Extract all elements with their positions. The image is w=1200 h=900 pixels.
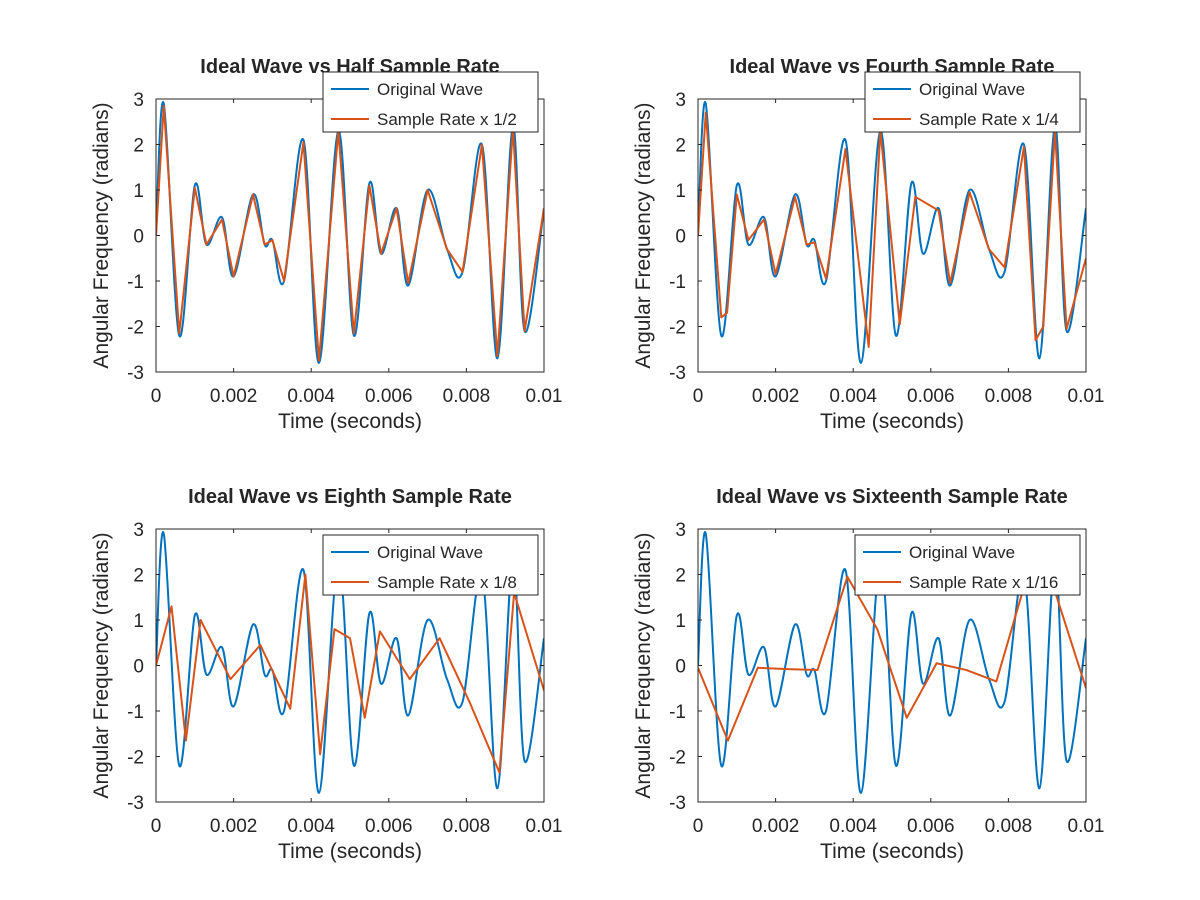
x-tick-label: 0.01: [526, 386, 563, 407]
y-tick-label: 0: [133, 657, 144, 678]
x-tick-label: 0.006: [907, 386, 955, 407]
chart-title: Ideal Wave vs Eighth Sample Rate: [188, 486, 512, 508]
x-axis-label: Time (seconds): [278, 410, 422, 433]
x-tick-label: 0.006: [365, 816, 413, 837]
legend-label-sample-rate: Sample Rate x 1/16: [909, 573, 1058, 592]
x-tick-label: 0: [151, 816, 162, 837]
y-tick-label: 1: [133, 611, 144, 632]
y-tick-label: -2: [669, 318, 686, 339]
y-tick-label: 2: [133, 136, 144, 157]
series-line-sample-rate: [156, 573, 544, 774]
y-tick-label: 2: [675, 136, 686, 157]
x-tick-label: 0.002: [752, 386, 800, 407]
y-tick-label: -3: [127, 363, 144, 384]
x-tick-label: 0.008: [443, 386, 491, 407]
x-tick-label: 0.002: [210, 386, 258, 407]
y-tick-label: -3: [669, 793, 686, 814]
x-tick-label: 0.004: [829, 386, 877, 407]
y-tick-label: 3: [133, 90, 144, 111]
y-axis-label: Angular Frequency (radians): [632, 532, 655, 798]
x-tick-label: 0: [693, 816, 704, 837]
x-axis-label: Time (seconds): [820, 410, 964, 433]
x-axis-label: Time (seconds): [278, 840, 422, 863]
x-tick-label: 0.01: [1068, 386, 1105, 407]
subplot-sixteenth-sample-rate: 0 0.002 0.004 0.006 0.008 0.01 3 2 1 0 -1 -2 -3 Idea…: [632, 486, 1104, 863]
x-tick-label: 0.002: [210, 816, 258, 837]
x-tick-label: 0: [693, 386, 704, 407]
series-line-sample-rate: [698, 111, 1086, 348]
x-tick-label: 0.004: [829, 816, 877, 837]
y-axis-label: Angular Frequency (radians): [632, 102, 655, 368]
y-tick-label: -1: [127, 272, 144, 293]
legend-box: [864, 71, 1081, 133]
x-tick-label: 0.004: [287, 816, 335, 837]
legend: Original Wave Sample Rate x 1/4: [864, 71, 1081, 133]
legend-box: [322, 534, 539, 596]
x-tick-label: 0.008: [985, 816, 1033, 837]
legend-box: [322, 71, 539, 133]
y-axis-label: Angular Frequency (radians): [90, 532, 113, 798]
legend-label-sample-rate: Sample Rate x 1/8: [377, 573, 517, 592]
y-tick-label: -1: [669, 272, 686, 293]
x-tick-label: 0.008: [443, 816, 491, 837]
series-line-sample-rate: [698, 575, 1086, 742]
y-tick-label: -2: [669, 748, 686, 769]
y-tick-label: 3: [675, 520, 686, 541]
y-axis-label: Angular Frequency (radians): [90, 102, 113, 368]
legend-label-original-wave: Original Wave: [919, 80, 1025, 99]
legend: Original Wave Sample Rate x 1/2: [322, 71, 539, 133]
y-tick-label: 0: [133, 227, 144, 248]
x-tick-label: 0.01: [526, 816, 563, 837]
y-tick-label: 3: [133, 520, 144, 541]
legend-label-original-wave: Original Wave: [377, 80, 483, 99]
y-tick-label: 1: [133, 181, 144, 202]
y-tick-label: 1: [675, 181, 686, 202]
legend-label-original-wave: Original Wave: [377, 543, 483, 562]
y-tick-label: 3: [675, 90, 686, 111]
y-tick-label: -1: [127, 702, 144, 723]
y-tick-label: -2: [127, 748, 144, 769]
y-tick-label: -2: [127, 318, 144, 339]
x-tick-label: 0.01: [1068, 816, 1105, 837]
legend: Original Wave Sample Rate x 1/8: [322, 534, 539, 596]
chart-title: Ideal Wave vs Sixteenth Sample Rate: [716, 486, 1068, 508]
legend-box: [854, 534, 1081, 596]
y-tick-label: 2: [675, 566, 686, 587]
y-tick-label: -3: [669, 363, 686, 384]
x-tick-label: 0.006: [365, 386, 413, 407]
x-axis-label: Time (seconds): [820, 840, 964, 863]
series-line-original-wave: [698, 101, 1086, 364]
y-tick-label: 0: [675, 657, 686, 678]
legend-label-original-wave: Original Wave: [909, 543, 1015, 562]
y-tick-label: -1: [669, 702, 686, 723]
y-tick-label: -3: [127, 793, 144, 814]
subplot-eighth-sample-rate: 0 0.002 0.004 0.006 0.008 0.01 3 2 1 0 -1 -2 -3 Idea…: [90, 486, 562, 863]
y-tick-label: 1: [675, 611, 686, 632]
y-tick-label: 0: [675, 227, 686, 248]
x-tick-label: 0.004: [287, 386, 335, 407]
legend-label-sample-rate: Sample Rate x 1/2: [377, 110, 517, 129]
y-tick-label: 2: [133, 566, 144, 587]
x-tick-label: 0.006: [907, 816, 955, 837]
legend-label-sample-rate: Sample Rate x 1/4: [919, 110, 1059, 129]
legend: Original Wave Sample Rate x 1/16: [854, 534, 1081, 596]
x-tick-label: 0.008: [985, 386, 1033, 407]
x-tick-label: 0: [151, 386, 162, 407]
x-tick-label: 0.002: [752, 816, 800, 837]
